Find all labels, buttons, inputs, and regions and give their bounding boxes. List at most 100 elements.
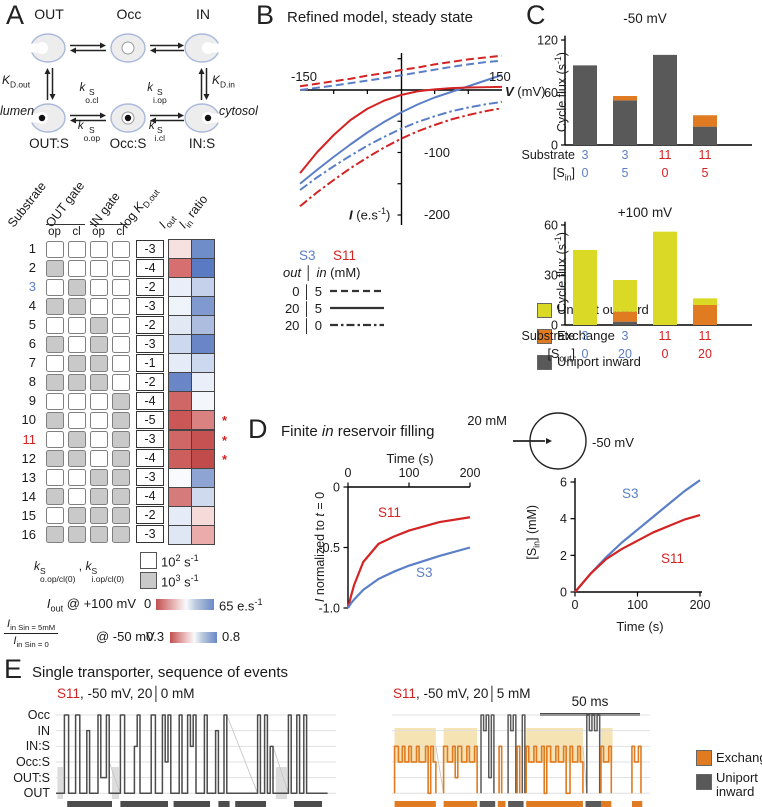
gate-cell <box>46 259 64 277</box>
gate-cell <box>90 316 108 334</box>
trace-left-condition: , -50 mV, 20│0 mM <box>80 686 195 701</box>
gate-cell <box>68 335 86 353</box>
xrow-value: 11 <box>658 329 672 343</box>
gate-cell <box>112 297 130 315</box>
y-tick-label: 0 <box>333 481 340 495</box>
opening <box>208 113 223 123</box>
gate-cell <box>112 469 130 487</box>
y-tick-label: 4 <box>560 512 567 526</box>
iout-heat-cell <box>168 315 192 336</box>
ghost-transition <box>108 761 121 794</box>
y-tick-minus100: -100 <box>424 145 451 160</box>
gate-cell <box>90 469 108 487</box>
xrow-value: 11 <box>698 329 712 343</box>
gate-cell <box>90 335 108 353</box>
iout-heat-cell <box>168 410 192 431</box>
iout-heat-cell <box>168 391 192 412</box>
decay-curve <box>346 516 471 609</box>
gate-cell <box>90 507 108 525</box>
ghost-transition <box>226 714 259 794</box>
decay-s11-label: S11 <box>378 505 402 520</box>
xrow-label: Substrate <box>521 148 575 162</box>
cytosol-label: cytosol <box>219 104 258 118</box>
substrate-number: 5 <box>28 317 36 333</box>
event-bar-uniport <box>173 801 210 807</box>
gate-cell <box>90 431 108 448</box>
gate-cell <box>112 259 130 277</box>
iin-ratio-heat-cell <box>191 467 215 488</box>
out-gate-underline <box>46 224 85 225</box>
gate-cell <box>90 488 108 506</box>
filling-xlabel: Time (s) <box>616 619 664 634</box>
x-axis-title: V (mV) <box>505 84 546 99</box>
iin-ratio-numerator: Iin Sin = 5mM <box>4 618 59 635</box>
x-min-tick-label: -150 <box>291 69 318 84</box>
event-bar-uniport <box>294 801 322 807</box>
y-tick-minus200: -200 <box>424 207 451 222</box>
gate-cell <box>112 526 130 544</box>
iin-ratio-heat-cell <box>191 315 215 336</box>
bar-segment <box>693 115 717 127</box>
gate-cell <box>46 488 64 506</box>
iout-heat-cell <box>168 505 192 526</box>
subheader-op: op <box>92 226 105 238</box>
iout-heat-cell <box>168 353 192 374</box>
panel-a-label: A <box>6 0 25 30</box>
substrate-number: 10 <box>21 412 36 428</box>
gate-cell <box>46 278 64 296</box>
cavity <box>121 41 135 55</box>
logkd-value: -2 <box>136 315 164 334</box>
iv-curve <box>299 100 503 191</box>
gate-cell <box>90 240 108 258</box>
bar-segment <box>613 311 637 322</box>
logkd-value: -2 <box>136 506 164 525</box>
iout-heat-cell <box>168 372 192 393</box>
event-bar-exchange <box>600 801 612 807</box>
iin-ratio-heat-cell <box>191 429 215 450</box>
iin-ratio-heat-cell <box>191 448 215 469</box>
gate-cell <box>68 373 86 391</box>
substrate-number: 2 <box>28 260 36 276</box>
iout-scale-max: 65 e.s-1 <box>219 597 263 614</box>
x-tick-label: 0 <box>345 466 352 480</box>
row-label-occ: Occ <box>27 708 50 722</box>
gate-cell <box>46 450 64 468</box>
y-tick-label: 60 <box>544 218 558 232</box>
panel-b-label: B <box>256 0 275 30</box>
col-header-out-gate: OUT gate <box>42 178 88 230</box>
shade-band <box>275 767 287 799</box>
event-bar-uniport <box>585 801 601 807</box>
decay-ylabel: I normalized to t = 0 <box>313 491 327 603</box>
row-label-outs: OUT:S <box>13 771 50 785</box>
y-tick-label: 0 <box>551 139 558 153</box>
state-label-ins: IN:S <box>188 136 216 151</box>
arrowhead <box>44 68 51 74</box>
arrowhead <box>100 42 106 49</box>
bar-segment <box>573 249 597 325</box>
event-bar-exchange <box>497 801 506 807</box>
decay-curve <box>347 546 471 609</box>
substrate-number: 14 <box>21 488 36 504</box>
bar-segment <box>613 321 637 325</box>
substrate-dot <box>124 114 132 122</box>
iout-heat-cell <box>168 467 192 488</box>
gate-cell <box>46 335 64 353</box>
exchange-trace <box>600 745 613 794</box>
gate-cell <box>90 392 108 410</box>
uniport-trace <box>480 714 495 794</box>
gate-cell <box>68 240 86 258</box>
event-bar-uniport <box>120 801 168 807</box>
gate-cell <box>46 297 64 315</box>
y-axis-title: I (e.s-1) <box>349 206 391 223</box>
exchange-trace <box>516 745 521 794</box>
gate-cell <box>112 278 130 296</box>
iout-scale-label: Iout @ +100 mV <box>46 596 136 614</box>
filling-ylabel: [Sin] (mM) <box>524 504 542 560</box>
uniport-trace <box>521 714 526 794</box>
flux-bottom-ylabel: Cycle flux (s-1) <box>552 232 570 313</box>
xrow-value: 3 <box>621 148 629 162</box>
substrate-number: 6 <box>28 336 36 352</box>
